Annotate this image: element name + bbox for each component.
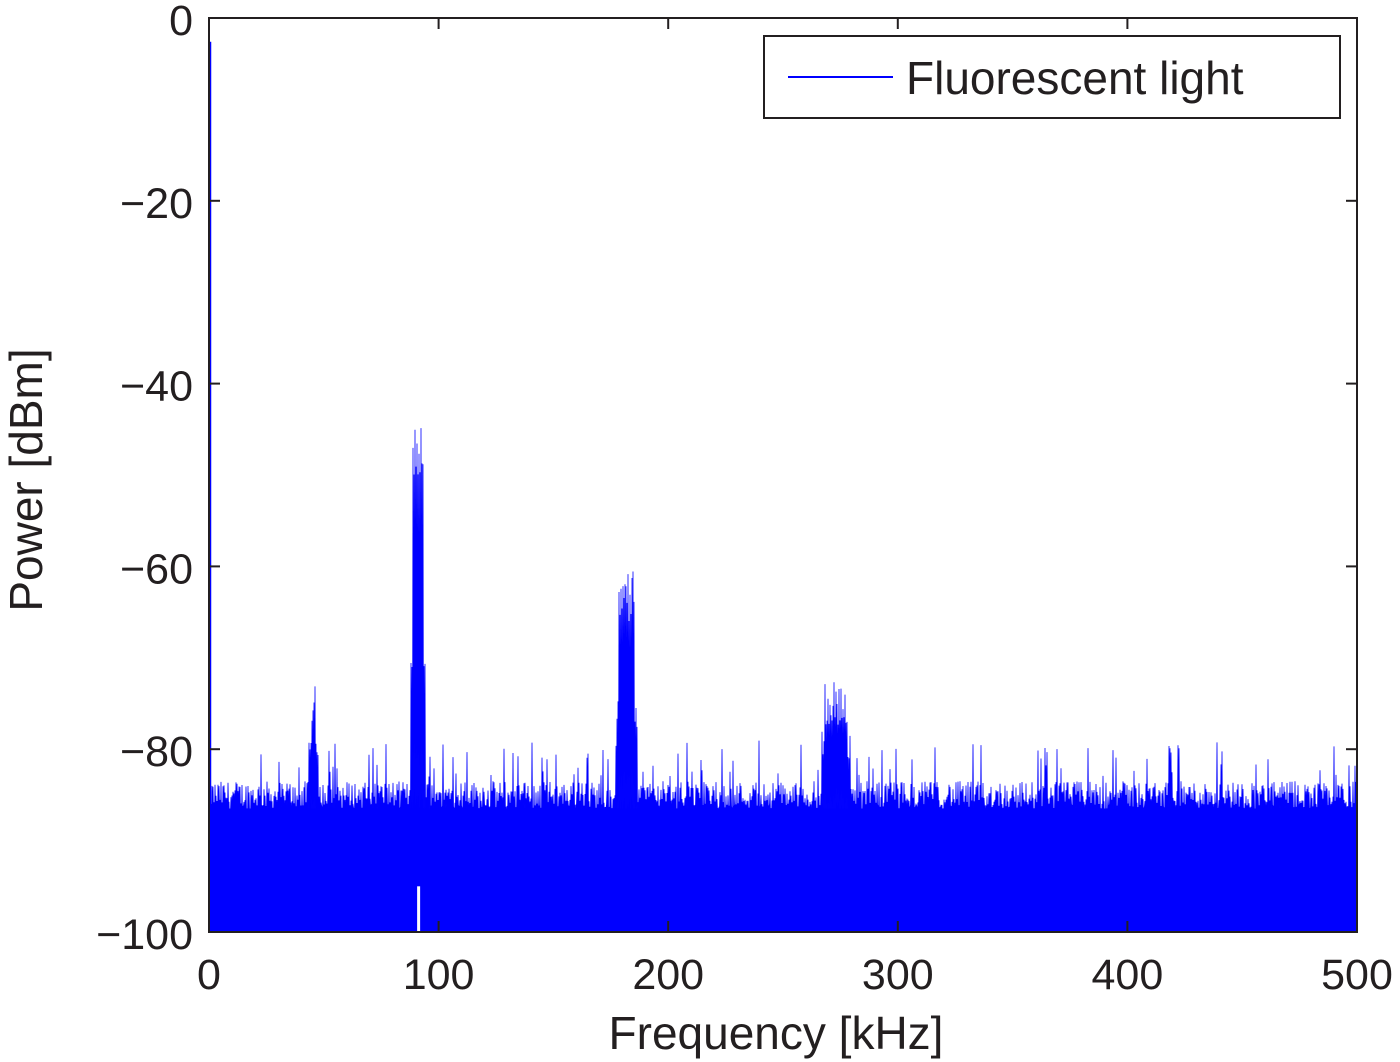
plot-area (208, 41, 1358, 933)
y-tick-label: −80 (120, 728, 193, 776)
x-tick-label: 200 (632, 951, 704, 999)
legend: Fluorescent light (763, 35, 1341, 119)
y-tick-label: −20 (120, 180, 193, 228)
x-axis-label: Frequency [kHz] (609, 1007, 944, 1059)
spectrum-notch (417, 886, 421, 932)
x-tick-label: 100 (403, 951, 475, 999)
x-tick-label: 500 (1321, 951, 1393, 999)
x-tick-label: 400 (1092, 951, 1164, 999)
x-tick-label: 300 (862, 951, 934, 999)
axes-frame (208, 17, 1358, 933)
noise-floor-fill (209, 808, 1357, 932)
x-axis-ticks: 0 100 200 300 400 500 (197, 18, 1393, 999)
series-fluorescent-light (208, 41, 1358, 933)
y-tick-label: 0 (169, 0, 193, 45)
y-tick-label: −60 (120, 545, 193, 593)
axes-box (208, 17, 1358, 933)
y-tick-label: −100 (96, 911, 193, 959)
y-axis-label: Power [dBm] (0, 348, 52, 611)
x-tick-label: 0 (197, 951, 221, 999)
y-axis-ticks: 0 −20 −40 −60 −80 −100 (96, 0, 1357, 959)
legend-label: Fluorescent light (906, 52, 1244, 104)
y-tick-label: −40 (120, 363, 193, 411)
